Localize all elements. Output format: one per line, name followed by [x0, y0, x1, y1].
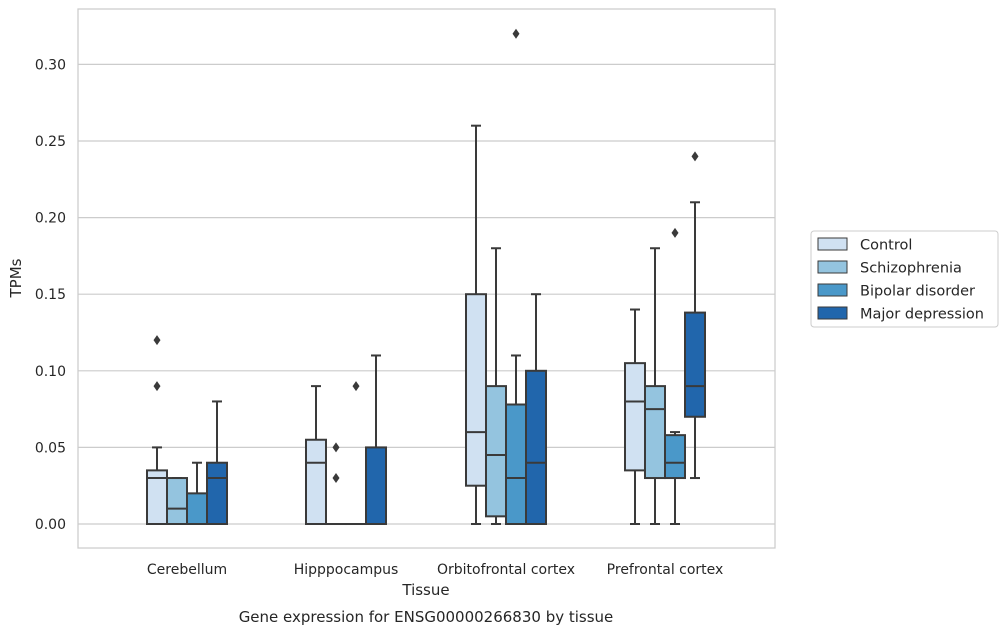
y-tick-label: 0.05 — [35, 440, 66, 456]
chart-caption: Gene expression for ENSG00000266830 by t… — [239, 608, 614, 626]
outlier-point — [352, 381, 360, 392]
box-2-3 — [525, 293, 547, 525]
legend-label: Control — [860, 238, 912, 254]
box-1-3 — [365, 354, 387, 525]
legend-label: Schizophrenia — [860, 261, 962, 277]
x-tick-label: Prefrontal cortex — [607, 562, 724, 578]
box-body — [644, 385, 666, 480]
legend-label: Major depression — [860, 307, 984, 323]
plot-frame — [77, 8, 776, 549]
legend-frame — [810, 230, 999, 328]
x-tick-label: Hipppocampus — [294, 562, 399, 578]
outlier-point — [332, 473, 340, 484]
legend-label: Bipolar disorder — [860, 284, 975, 300]
y-tick-label: 0.10 — [35, 364, 66, 380]
box-0-0 — [146, 335, 168, 526]
box-2-1 — [485, 247, 507, 525]
outlier-point — [691, 151, 699, 162]
box-body — [305, 438, 327, 525]
box-2-0 — [465, 124, 487, 525]
outlier-point — [512, 28, 520, 39]
legend-swatch — [817, 260, 848, 274]
box-body — [525, 369, 547, 525]
x-axis-title: Tissue — [401, 581, 449, 599]
x-tick-label: Orbitofrontal cortex — [437, 562, 575, 578]
box-body — [166, 477, 188, 526]
y-axis-title: TPMs — [7, 258, 25, 298]
boxes — [146, 28, 706, 526]
y-tick-label: 0.20 — [35, 211, 66, 227]
box-body — [664, 434, 686, 480]
x-tick-label: Cerebellum — [147, 562, 227, 578]
box-0-3 — [206, 400, 228, 525]
box-body — [465, 293, 487, 487]
legend: Control Schizophrenia Bipolar disorder Majo… — [810, 230, 999, 328]
box-0-1 — [166, 477, 188, 526]
y-tick-label: 0.00 — [35, 517, 66, 533]
box-body — [505, 403, 527, 525]
box-3-2 — [664, 227, 686, 525]
box-3-0 — [624, 308, 646, 525]
legend-swatch — [817, 237, 848, 251]
box-body — [365, 446, 387, 525]
legend-swatch — [817, 283, 848, 297]
box-body — [624, 362, 646, 472]
box-3-1 — [644, 247, 666, 525]
box-body — [186, 492, 208, 525]
box-1-1 — [325, 442, 347, 526]
box-body — [206, 461, 228, 525]
y-tick-labels: 0.00 0.05 0.10 0.15 0.20 0.25 0.30 — [35, 57, 66, 533]
box-3-3 — [684, 151, 706, 480]
box-1-0 — [305, 385, 327, 525]
box-2-2 — [505, 28, 527, 525]
box-0-2 — [186, 461, 208, 525]
y-tick-label: 0.25 — [35, 134, 66, 150]
box-1-2 — [345, 381, 367, 526]
outlier-point — [153, 335, 161, 346]
outlier-point — [671, 227, 679, 238]
box-body — [684, 311, 706, 418]
x-tick-labels: Cerebellum Hipppocampus Orbitofrontal cort… — [147, 562, 723, 578]
outlier-point — [332, 442, 340, 453]
legend-swatch — [817, 306, 848, 320]
y-tick-label: 0.30 — [35, 57, 66, 73]
y-tick-label: 0.15 — [35, 287, 66, 303]
outlier-point — [153, 381, 161, 392]
gridlines — [78, 63, 775, 525]
box-body — [485, 385, 507, 518]
